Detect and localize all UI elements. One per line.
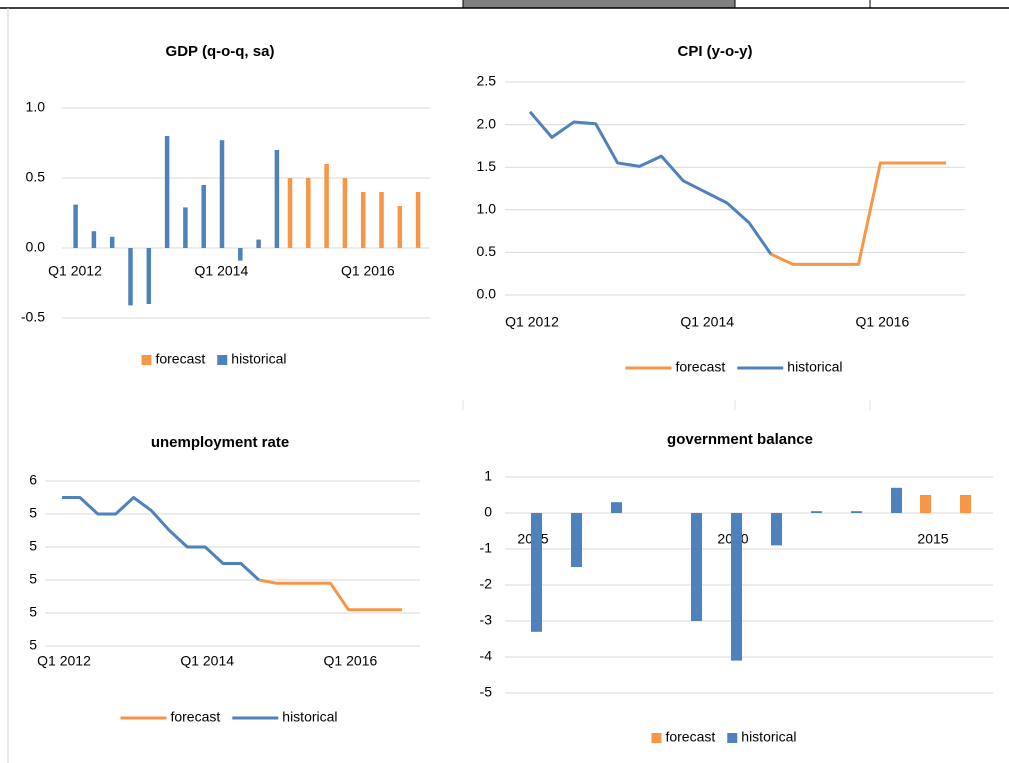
legend-label: forecast [665, 729, 715, 745]
y-tick-label: -0.5 [21, 309, 45, 325]
bar [531, 513, 542, 632]
chart-title: unemployment rate [151, 434, 289, 451]
y-tick-label: 6 [29, 472, 37, 488]
chart-title: GDP (q-o-q, sa) [166, 43, 275, 60]
bar [342, 178, 348, 248]
bar [691, 513, 702, 621]
legend-label: historical [231, 351, 286, 367]
bar [164, 136, 170, 248]
bar [324, 164, 329, 248]
legend-label: forecast [675, 359, 725, 375]
y-tick-label: 5 [29, 505, 37, 521]
legend-swatch [727, 733, 738, 743]
x-tick-label: Q1 2012 [505, 314, 559, 330]
bar [73, 204, 78, 248]
y-tick-label: 0.5 [26, 169, 46, 185]
legend-label: forecast [155, 351, 205, 367]
x-tick-label: Q1 2016 [341, 263, 395, 279]
y-tick-label: 5 [29, 571, 37, 587]
y-tick-label: 1.0 [26, 99, 46, 115]
y-tick-label: 0.0 [477, 286, 497, 302]
y-tick-label: 5 [29, 538, 37, 554]
legend-label: historical [787, 359, 842, 375]
bar [306, 178, 311, 248]
bar [415, 192, 421, 248]
y-tick-label: 2.5 [477, 73, 497, 89]
bar [146, 248, 152, 304]
bar [920, 495, 931, 513]
x-tick-label: Q1 2012 [37, 653, 91, 669]
bar [238, 248, 243, 261]
cell-fill [463, 0, 735, 8]
chart-title: CPI (y-o-y) [678, 43, 753, 60]
y-tick-label: 0.0 [26, 239, 46, 255]
bar [891, 487, 902, 513]
bar [611, 502, 622, 513]
legend-swatch [141, 355, 152, 365]
bar [219, 140, 225, 248]
bar [287, 178, 293, 248]
bar [731, 513, 742, 661]
legend-swatch [217, 355, 228, 365]
legend-label: forecast [170, 709, 220, 725]
bar [201, 185, 206, 248]
x-tick-label: Q1 2016 [324, 653, 378, 669]
line [770, 161, 947, 266]
bar [571, 513, 582, 567]
y-tick-label: 0.5 [477, 243, 497, 259]
bar [811, 511, 822, 513]
bar [274, 150, 280, 248]
line [528, 110, 773, 255]
x-tick-label: Q1 2014 [195, 263, 249, 279]
bar [256, 239, 261, 248]
bar [771, 513, 782, 546]
y-tick-label: 5 [29, 604, 37, 620]
bar [379, 192, 384, 248]
bar [183, 207, 188, 248]
legend-label: historical [282, 709, 337, 725]
bar [851, 511, 862, 513]
x-tick-label: Q1 2016 [856, 314, 910, 330]
bar [91, 231, 97, 248]
bar [128, 248, 133, 306]
x-tick-label: Q1 2014 [680, 314, 734, 330]
y-tick-label: -4 [480, 648, 493, 664]
y-tick-label: 1.0 [477, 201, 497, 217]
x-tick-label: 2015 [917, 531, 948, 547]
y-tick-label: -3 [480, 612, 493, 628]
y-tick-label: 1.5 [477, 158, 497, 174]
legend-label: historical [741, 729, 796, 745]
y-tick-label: -1 [480, 540, 493, 556]
bar [397, 206, 403, 248]
x-tick-label: Q1 2014 [180, 653, 234, 669]
y-tick-label: -5 [480, 684, 493, 700]
y-tick-label: 1 [484, 468, 492, 484]
y-tick-label: 2.0 [477, 115, 497, 131]
y-tick-label: 5 [29, 637, 37, 653]
chart-title: government balance [667, 431, 813, 448]
x-tick-label: Q1 2012 [48, 263, 102, 279]
y-tick-label: 0 [484, 504, 492, 520]
y-tick-label: -2 [480, 576, 493, 592]
bar [109, 236, 115, 248]
legend-swatch [651, 733, 662, 743]
line [62, 496, 260, 582]
bar [960, 495, 971, 513]
bar [360, 192, 366, 248]
line [258, 578, 403, 612]
